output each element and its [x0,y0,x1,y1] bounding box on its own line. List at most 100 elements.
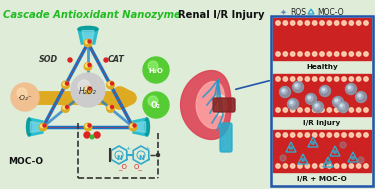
Circle shape [327,161,330,164]
Circle shape [364,164,368,168]
Circle shape [334,164,339,168]
Circle shape [342,108,346,112]
Circle shape [357,133,361,137]
Circle shape [308,96,311,99]
Polygon shape [133,118,147,136]
Circle shape [104,58,108,62]
Circle shape [314,103,320,109]
Circle shape [298,52,302,56]
Circle shape [129,123,137,131]
Circle shape [107,105,114,112]
Circle shape [327,164,332,168]
Circle shape [305,108,309,112]
Circle shape [88,124,91,127]
Circle shape [340,142,346,148]
Circle shape [342,133,346,137]
Circle shape [90,135,94,139]
Circle shape [283,108,288,112]
Polygon shape [30,122,41,132]
Circle shape [294,83,300,89]
Circle shape [94,132,100,138]
Circle shape [276,21,280,25]
Circle shape [84,123,92,131]
Circle shape [66,82,69,85]
Circle shape [298,108,302,112]
Bar [273,18,371,60]
Circle shape [312,21,317,25]
Circle shape [348,86,351,89]
Circle shape [315,104,318,107]
FancyBboxPatch shape [220,123,232,152]
Circle shape [327,52,332,56]
Circle shape [282,89,285,92]
Circle shape [357,93,363,99]
Circle shape [334,108,339,112]
Circle shape [356,91,366,102]
Text: H₂O: H₂O [148,68,164,74]
Circle shape [320,52,324,56]
Circle shape [88,40,91,43]
Circle shape [320,164,324,168]
Circle shape [307,95,313,101]
Polygon shape [29,118,43,136]
Circle shape [320,85,330,97]
Circle shape [322,88,325,91]
Circle shape [312,164,317,168]
Circle shape [40,125,44,128]
Circle shape [351,156,354,160]
Text: N: N [116,155,122,161]
Circle shape [88,64,91,67]
Circle shape [321,87,327,93]
Circle shape [62,81,69,89]
Text: O₂: O₂ [151,101,161,111]
Text: +: + [125,146,130,151]
Text: Healthy: Healthy [306,64,338,70]
Circle shape [327,77,332,81]
Polygon shape [181,71,231,139]
Circle shape [320,77,324,81]
Circle shape [312,142,315,145]
Circle shape [86,125,88,128]
Circle shape [276,108,280,112]
Circle shape [298,21,302,25]
Text: H₂O₂: H₂O₂ [79,87,97,95]
Circle shape [312,77,317,81]
Circle shape [291,52,295,56]
Circle shape [312,101,324,112]
Circle shape [148,96,158,106]
Circle shape [111,82,114,85]
Circle shape [11,83,39,111]
Circle shape [320,21,324,25]
Circle shape [283,77,288,81]
Circle shape [349,133,354,137]
Circle shape [291,21,295,25]
Circle shape [84,132,90,138]
Circle shape [43,124,46,127]
Circle shape [305,21,309,25]
Circle shape [84,86,92,94]
Circle shape [288,98,298,109]
Circle shape [108,106,111,109]
Circle shape [276,77,280,81]
Bar [273,74,371,116]
Circle shape [347,85,353,91]
Circle shape [63,82,66,85]
Circle shape [349,108,354,112]
Circle shape [327,133,332,137]
Text: SOD: SOD [39,56,58,64]
Circle shape [66,105,69,108]
Circle shape [279,87,291,98]
Circle shape [283,52,288,56]
Circle shape [364,52,368,56]
Circle shape [86,64,88,67]
Circle shape [78,80,90,92]
Polygon shape [135,122,146,132]
Circle shape [305,164,309,168]
Circle shape [320,133,324,137]
Text: MOC-O: MOC-O [317,8,344,17]
Circle shape [298,77,302,81]
Circle shape [86,40,88,43]
Circle shape [339,103,345,109]
Circle shape [291,77,295,81]
Circle shape [342,77,346,81]
